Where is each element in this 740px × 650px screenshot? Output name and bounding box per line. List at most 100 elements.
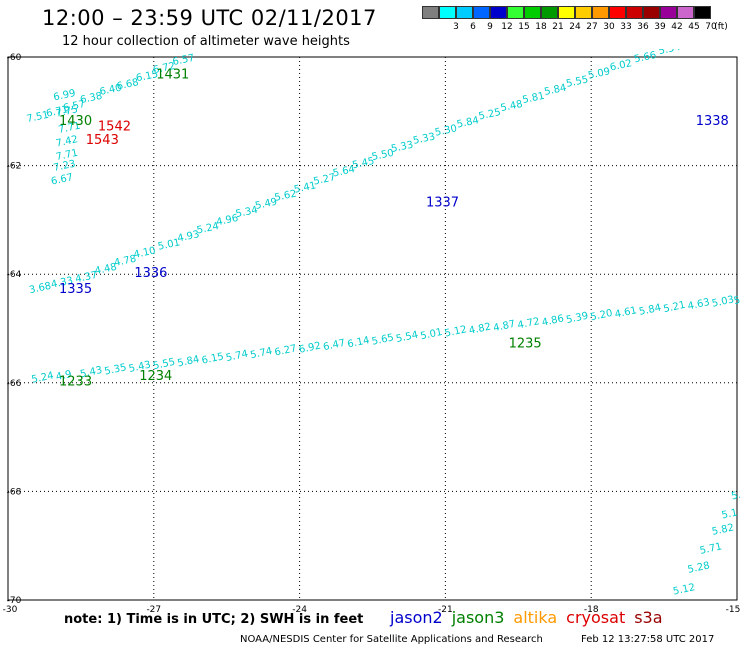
- color-scale-swatch: [524, 6, 541, 19]
- pass-number-label: 1336: [134, 266, 167, 281]
- color-scale-label: 6: [470, 22, 476, 32]
- wave-height-value: 5.54: [395, 330, 419, 345]
- wave-height-value: 5.75: [704, 26, 728, 41]
- wave-height-value: 5.12: [672, 582, 696, 597]
- wave-height-value: 4.63: [687, 297, 711, 312]
- wave-height-value: 7.42: [55, 134, 79, 149]
- wave-height-value: 4.48: [94, 262, 118, 277]
- wave-height-value: 5.25: [478, 107, 502, 122]
- wave-height-value: 6.27: [274, 343, 298, 358]
- color-scale-swatch: [422, 6, 439, 19]
- pass-number-label: 1335: [59, 282, 92, 297]
- satellite-name-jason3: jason3: [451, 608, 505, 627]
- wave-height-value: 4.86: [541, 313, 565, 328]
- color-scale-label: 21: [552, 22, 564, 32]
- wave-height-value: 5.30: [434, 123, 458, 138]
- wave-height-value: 4.96: [215, 213, 239, 228]
- wave-height-value: 6.92: [298, 340, 322, 355]
- longitude-tick-label: -30: [3, 605, 18, 615]
- longitude-tick-label: -15: [726, 605, 740, 615]
- pass-number-label: 1234: [139, 369, 172, 384]
- wave-height-value: 5.43: [128, 359, 152, 374]
- longitude-tick-label: -18: [584, 605, 599, 615]
- wave-height-value: 5.33: [390, 140, 414, 155]
- pass-number-label: 1337: [426, 195, 459, 210]
- map-subtitle: 12 hour collection of altimeter wave hei…: [62, 34, 350, 49]
- wave-height-value: 6.57: [172, 53, 196, 68]
- satellite-name-jason2: jason2: [390, 608, 443, 627]
- latitude-tick-label: -62: [7, 162, 22, 172]
- wave-height-value: 7.51: [26, 110, 50, 125]
- wave-height-value: 6.99: [53, 88, 77, 103]
- wave-height-value: 7.71: [57, 121, 81, 136]
- wave-height-value: 4.61: [614, 305, 638, 320]
- wave-height-value: 5.64: [332, 164, 356, 179]
- latitude-tick-label: -70: [7, 596, 22, 606]
- wave-height-value: 4.9: [55, 369, 73, 383]
- color-scale-label: 36: [637, 22, 649, 32]
- color-scale-label: 33: [620, 22, 632, 32]
- wave-height-value: 5.: [730, 490, 740, 503]
- wave-height-value: 3.68: [28, 281, 52, 296]
- pass-number-label: 1431: [156, 68, 189, 83]
- pass-number-label: 1430: [59, 114, 92, 129]
- wave-height-value: 6.68: [116, 77, 140, 92]
- pass-number-label: 1235: [509, 337, 542, 352]
- color-scale-swatch: [456, 6, 473, 19]
- wave-height-value: 5.62: [274, 188, 298, 203]
- wave-height-value: 4.78: [113, 254, 137, 269]
- wave-height-value: 5.84: [638, 302, 662, 317]
- satellite-legend: jason2 jason3 altika cryosat s3a: [390, 608, 672, 627]
- wave-height-value: 5.50: [371, 148, 395, 163]
- wave-height-value: 4.10: [133, 245, 157, 260]
- color-scale-swatch: [592, 6, 609, 19]
- wave-height-value: 5.48: [500, 99, 524, 114]
- generated-timestamp: Feb 12 13:27:58 UTC 2017: [581, 634, 715, 645]
- wave-height-value: 4.72: [517, 316, 541, 331]
- wave-height-value: 6.67: [50, 172, 74, 187]
- wave-height-value: 5.84: [456, 115, 480, 130]
- color-scale-swatch: [541, 6, 558, 19]
- map-title: 12:00 – 23:59 UTC 02/11/2017: [42, 6, 377, 30]
- wave-height-value: 4.87: [492, 319, 516, 334]
- color-scale-swatch: [626, 6, 643, 19]
- wave-height-value: 4.82: [468, 321, 492, 336]
- wave-height-value: 5.3: [733, 293, 740, 307]
- wave-height-value: 6.47: [322, 338, 346, 353]
- wave-height-value: 5.74: [249, 346, 273, 361]
- color-scale-swatch: [694, 6, 711, 19]
- color-scale-label: 24: [569, 22, 581, 32]
- wave-height-value: 6.71: [45, 104, 69, 119]
- wave-height-value: 5.81: [521, 91, 545, 106]
- color-scale-swatch: [643, 6, 660, 19]
- wave-height-value: 5.34: [235, 205, 259, 220]
- wave-height-value: 5.03: [711, 294, 735, 309]
- satellite-name-cryosat: cryosat: [566, 608, 626, 627]
- latitude-tick-label: -60: [7, 53, 22, 63]
- color-scale-label: 42: [671, 22, 683, 32]
- wave-height-value: 5.28: [687, 560, 711, 575]
- color-scale-unit: (ft): [714, 22, 728, 32]
- wave-height-value: 7.71: [55, 148, 79, 163]
- wave-height-value: 5.77: [682, 34, 706, 49]
- color-scale-swatch: [677, 6, 694, 19]
- wave-height-value: 5.35: [104, 362, 128, 377]
- wave-height-value: 6.15: [135, 69, 159, 84]
- color-scale-swatch: [660, 6, 677, 19]
- wave-height-value: 7.75: [55, 104, 79, 119]
- latitude-tick-label: -64: [7, 270, 22, 280]
- wave-height-value: 5.01: [157, 237, 181, 252]
- color-scale-swatch: [558, 6, 575, 19]
- wave-height-value: 7.23: [53, 159, 77, 174]
- wave-height-value: 6.02: [609, 58, 633, 73]
- wave-height-value: 5.43: [79, 365, 103, 380]
- wave-height-value: 5.09: [587, 66, 611, 81]
- wave-height-value: 6.14: [347, 335, 371, 350]
- latitude-tick-label: -66: [7, 379, 22, 389]
- wave-height-value: 4.33: [50, 275, 74, 290]
- color-scale-swatch: [439, 6, 456, 19]
- longitude-tick-label: -27: [146, 605, 161, 615]
- map-frame: [7, 56, 738, 601]
- wave-height-value: 5.13: [723, 17, 740, 32]
- wave-height-value: 6.57: [62, 99, 86, 114]
